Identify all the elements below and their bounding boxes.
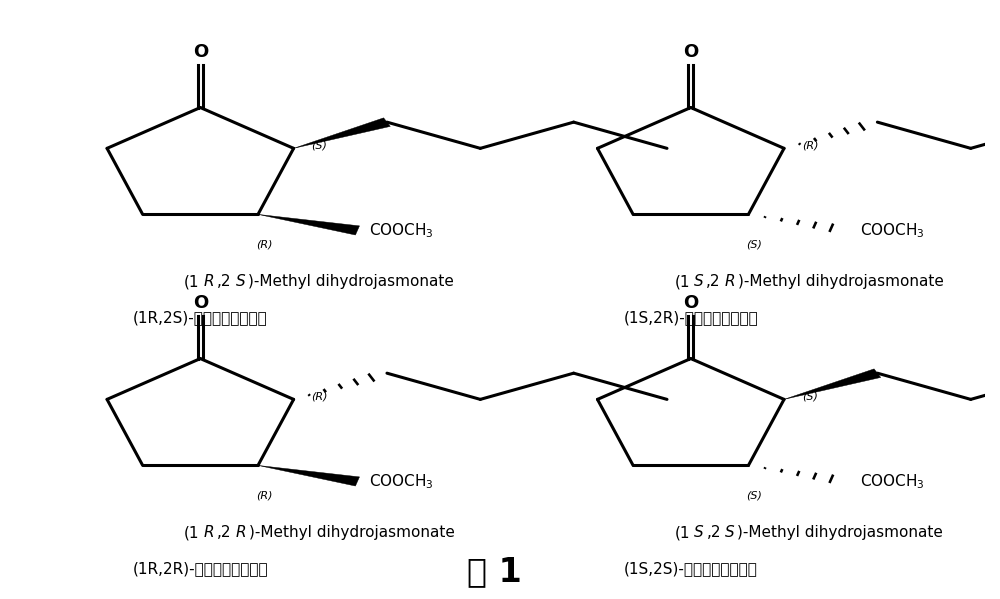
Text: (R): (R) [311, 391, 328, 401]
Polygon shape [784, 369, 881, 400]
Polygon shape [258, 214, 360, 235]
Text: R: R [235, 525, 246, 540]
Text: (S): (S) [802, 391, 818, 401]
Text: COOCH$_3$: COOCH$_3$ [860, 221, 924, 240]
Text: )-Methyl dihydrojasmonate: )-Methyl dihydrojasmonate [737, 525, 943, 540]
Polygon shape [294, 118, 390, 149]
Text: (1S,2R)-二氢茲莉酮酸甲酯: (1S,2R)-二氢茲莉酮酸甲酯 [623, 310, 758, 325]
Text: (R): (R) [256, 239, 273, 249]
Text: )-Methyl dihydrojasmonate: )-Methyl dihydrojasmonate [248, 274, 454, 289]
Text: ,2: ,2 [706, 525, 721, 540]
Text: 式 1: 式 1 [467, 555, 522, 588]
Text: S: S [725, 525, 734, 540]
Text: (1R,2S)-二氢茲莉酮酸甲酯: (1R,2S)-二氢茲莉酮酸甲酯 [133, 310, 268, 325]
Text: (S): (S) [746, 490, 762, 500]
Text: ,2: ,2 [217, 274, 232, 289]
Text: O: O [193, 43, 208, 61]
Text: R: R [725, 274, 735, 289]
Text: (S): (S) [746, 239, 762, 249]
Text: (1: (1 [184, 274, 200, 289]
Text: (R): (R) [256, 490, 273, 500]
Text: R: R [204, 525, 214, 540]
Text: (1R,2R)-二氢茲莉酮酸甲酯: (1R,2R)-二氢茲莉酮酸甲酯 [133, 561, 268, 576]
Text: R: R [204, 274, 214, 289]
Text: COOCH$_3$: COOCH$_3$ [860, 472, 924, 491]
Text: (S): (S) [311, 140, 327, 150]
Text: ,2: ,2 [706, 274, 721, 289]
Text: O: O [683, 43, 698, 61]
Text: )-Methyl dihydrojasmonate: )-Methyl dihydrojasmonate [738, 274, 944, 289]
Polygon shape [258, 465, 360, 486]
Text: O: O [193, 294, 208, 312]
Text: (R): (R) [802, 140, 818, 150]
Text: (1: (1 [675, 274, 690, 289]
Text: ,2: ,2 [217, 525, 232, 540]
Text: O: O [683, 294, 698, 312]
Text: S: S [236, 274, 245, 289]
Text: COOCH$_3$: COOCH$_3$ [369, 472, 434, 491]
Text: )-Methyl dihydrojasmonate: )-Methyl dihydrojasmonate [249, 525, 455, 540]
Text: COOCH$_3$: COOCH$_3$ [369, 221, 434, 240]
Text: (1: (1 [184, 525, 200, 540]
Text: (1: (1 [675, 525, 690, 540]
Text: (1S,2S)-二氢茲莉酮酸甲酯: (1S,2S)-二氢茲莉酮酸甲酯 [624, 561, 758, 576]
Text: S: S [694, 525, 704, 540]
Text: S: S [694, 274, 704, 289]
